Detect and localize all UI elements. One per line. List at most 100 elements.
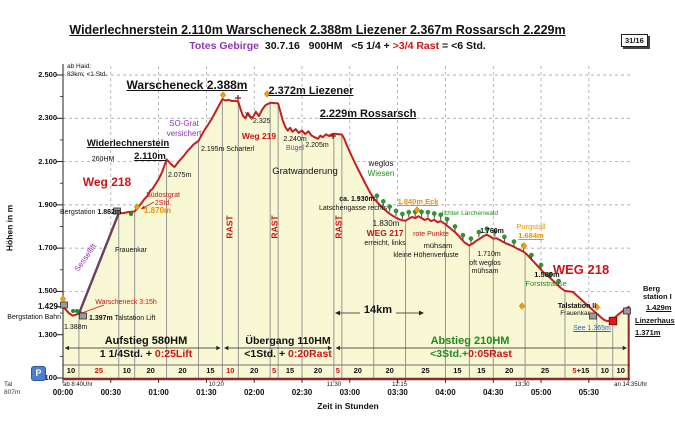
- segment-minutes: 20: [250, 367, 258, 375]
- waypoint-diamond: [133, 203, 141, 211]
- segment-minutes: 25: [421, 367, 429, 375]
- segment-minutes: 15: [206, 367, 214, 375]
- clock-time-label: ab 8:40Uhr: [63, 382, 93, 388]
- elev-1388: 1.388m: [64, 324, 88, 331]
- rast-2: RAST: [269, 215, 280, 239]
- elev-1429-end: 1.429m: [646, 303, 672, 312]
- y-axis-title: Höhen in m: [4, 204, 15, 252]
- x-tick-label: 04:00: [435, 388, 456, 397]
- hut-marker: [608, 316, 618, 326]
- text-part: <1Std. +: [244, 348, 288, 360]
- green-dot: [71, 309, 75, 313]
- text-part: 10: [616, 366, 625, 375]
- elev-1371: 1.371m: [635, 328, 661, 337]
- peak-liezener: 2.372m Liezener: [268, 85, 354, 97]
- x-tick-label: 03:00: [339, 388, 361, 397]
- annotation-connector: [78, 304, 105, 315]
- profile-line-start: [62, 305, 80, 317]
- segment-minutes: 5: [336, 367, 340, 375]
- segment-minutes: 20: [505, 367, 513, 375]
- tree-icon: [529, 252, 534, 258]
- text-part: 1.862m: [97, 209, 122, 216]
- tree-icon: [468, 236, 474, 241]
- tree-icon: [400, 211, 405, 217]
- tree-icon: [393, 208, 399, 214]
- clock-time-label: 11:30: [326, 382, 342, 388]
- berg-station-1a: Berg: [643, 284, 661, 293]
- text-part: 20: [313, 366, 323, 375]
- muehsam-2: mühsam: [471, 268, 499, 275]
- waypoint-diamond: [59, 295, 67, 303]
- section-aufstieg-1: Aufstieg 580HM: [104, 335, 188, 347]
- talstation-lift: 1.397m Talstation Lift: [89, 315, 155, 322]
- text-part: 10: [226, 366, 235, 375]
- segment-minutes: 20: [178, 367, 186, 375]
- station-marker: [589, 312, 597, 320]
- waypoint-diamond: [219, 91, 227, 99]
- station-marker: [623, 307, 631, 315]
- oft-weglos: oft weglos: [469, 260, 501, 267]
- tree-icon: [476, 229, 482, 235]
- suedostgrat-2: 2Std.: [154, 200, 172, 207]
- elev-2205: 2.205m: [305, 142, 329, 149]
- text-part: 0:25Lift: [154, 348, 193, 360]
- station-marker: [79, 312, 87, 320]
- green-dot: [129, 212, 133, 216]
- hoehenverluste: kleine Höhenverluste: [393, 252, 459, 259]
- waypoint-diamond: [593, 303, 601, 311]
- section-uebergang-2: <1Std. + 0:20Rast: [244, 348, 332, 360]
- segment-minutes: 10: [601, 367, 609, 375]
- gratwanderung: Gratwanderung: [272, 166, 338, 177]
- segment-minutes: 5: [272, 367, 276, 375]
- text-part: <5 1/4 +: [351, 40, 393, 52]
- waypoint-diamond: [518, 302, 526, 310]
- see-1365: See 1.365m: [573, 325, 611, 332]
- so-grat-1: SO-Grat: [169, 119, 199, 128]
- text-part: = <6 Std.: [439, 40, 486, 52]
- warscheneck-315: Warscheneck 3:15h: [95, 299, 157, 306]
- elev-2325: 2.325: [253, 118, 271, 125]
- text-part: 15: [453, 366, 462, 375]
- eck-1840: 1.840m Eck: [397, 197, 439, 206]
- segment-minutes: 15: [286, 367, 294, 375]
- tree-icon: [452, 224, 458, 229]
- elev-1580: 1.580m: [534, 270, 560, 279]
- text-part: +15: [576, 366, 590, 375]
- tree-icon: [387, 204, 392, 209]
- x-tick-label: 05:30: [578, 388, 600, 397]
- tree-icon: [419, 209, 424, 215]
- text-part: 1.397m: [89, 315, 113, 322]
- wiesen: Wiesen: [367, 169, 395, 178]
- distance-arrow-left: [335, 310, 340, 316]
- peak-widerlechnerstein-elev: 2.110m: [134, 151, 166, 162]
- segment-minutes: 20: [146, 367, 154, 375]
- text-part: Bergstation: [60, 209, 98, 216]
- ab-haid-2: 83km; <1 Std.: [67, 71, 108, 78]
- tree-icon: [431, 211, 437, 216]
- elev-1684: 1.684m: [518, 231, 544, 240]
- text-part: 25: [94, 366, 104, 375]
- peak-rossarsch: 2.229m Rossarsch: [319, 108, 417, 120]
- text-part: 15: [285, 366, 295, 375]
- text-part: 5: [572, 366, 577, 375]
- widerlechnerstein-hm: 260HM: [91, 156, 115, 163]
- valley-elevation: 807m: [4, 389, 21, 396]
- text-part: <3Std.+: [430, 348, 469, 360]
- clock-time-label: 12:15: [392, 382, 408, 388]
- rast-3: RAST: [333, 215, 344, 239]
- section-aufstieg-2: 1 1/4Std. + 0:25Lift: [99, 348, 193, 360]
- y-tick-label: 2.300: [38, 113, 57, 123]
- text-part: 10: [66, 366, 76, 375]
- text-part: 20: [385, 366, 394, 375]
- frauenkar-2: Frauenkar: [560, 310, 590, 317]
- text-part: 0:20Rast: [288, 348, 332, 360]
- elev-2075: 2.075m: [168, 172, 192, 179]
- y-tick-label: 1.700: [38, 243, 57, 253]
- text-part: 1 1/4Std. +: [99, 348, 155, 360]
- y-tick-label: 1.500: [38, 286, 57, 296]
- chairlift-line: [77, 211, 121, 315]
- clock-time-label: 10:20: [208, 382, 224, 388]
- y-extra-1429: 1.429: [37, 302, 58, 311]
- text-part: 10: [122, 366, 131, 375]
- weg-219: Weg 219: [241, 131, 277, 141]
